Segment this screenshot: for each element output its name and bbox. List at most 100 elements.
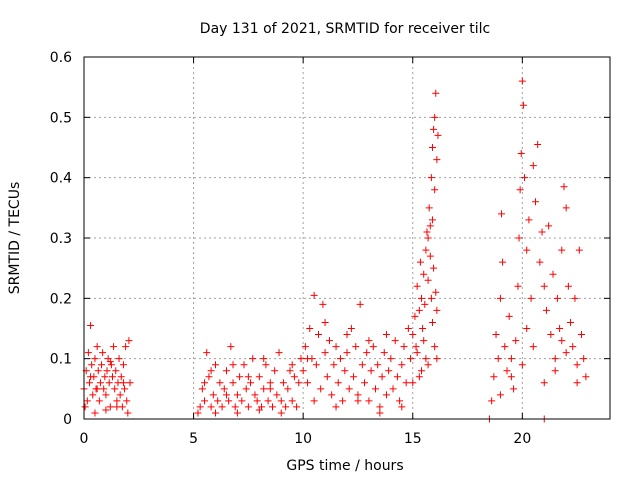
data-point <box>420 337 428 345</box>
data-point <box>102 406 110 414</box>
data-point <box>490 373 498 381</box>
data-point <box>521 174 529 182</box>
data-point <box>415 306 423 314</box>
data-point <box>427 174 435 182</box>
data-point <box>424 276 432 284</box>
data-point <box>545 222 553 230</box>
data-point <box>573 361 581 369</box>
data-point <box>101 373 109 381</box>
data-point <box>542 306 550 314</box>
data-point <box>365 337 373 345</box>
data-point <box>297 355 305 363</box>
data-point <box>301 343 309 351</box>
data-point <box>433 156 441 164</box>
data-point <box>558 337 566 345</box>
data-point <box>428 144 436 151</box>
data-point <box>430 264 438 272</box>
data-point <box>525 216 533 224</box>
data-point <box>220 385 228 393</box>
data-point <box>212 409 219 417</box>
data-point <box>306 325 314 332</box>
data-point <box>551 367 559 375</box>
data-point <box>580 355 588 363</box>
data-point <box>517 150 525 158</box>
data-point <box>582 373 590 381</box>
data-point <box>356 300 364 308</box>
data-points <box>80 77 590 423</box>
data-point <box>233 409 241 417</box>
data-point <box>515 234 523 242</box>
data-point <box>376 409 384 417</box>
data-point <box>382 331 390 339</box>
x-tick-label: 5 <box>189 431 198 447</box>
data-point <box>107 361 115 369</box>
data-point <box>111 385 119 393</box>
data-point <box>91 409 99 417</box>
data-point <box>244 403 252 411</box>
data-point <box>233 391 241 399</box>
data-point <box>216 379 224 387</box>
data-point <box>534 140 542 148</box>
data-point <box>412 343 420 351</box>
y-tick-label: 0.5 <box>50 110 72 126</box>
data-point <box>420 270 428 278</box>
data-point <box>91 355 99 363</box>
data-point <box>304 355 312 363</box>
data-point <box>325 337 333 345</box>
data-point <box>227 343 235 351</box>
data-point <box>288 397 296 405</box>
data-point <box>277 409 285 417</box>
data-point <box>260 385 268 393</box>
data-point <box>323 373 331 381</box>
data-point <box>496 391 504 399</box>
data-point <box>488 397 496 405</box>
data-point <box>113 397 121 405</box>
data-point <box>416 258 424 266</box>
data-point <box>231 403 239 411</box>
data-point <box>229 379 237 387</box>
data-point <box>290 373 298 381</box>
data-point <box>119 361 127 369</box>
data-point <box>518 77 526 85</box>
data-point <box>317 385 325 393</box>
data-point <box>100 385 108 393</box>
data-point <box>264 397 272 405</box>
data-point <box>207 367 215 375</box>
data-point <box>492 331 500 339</box>
data-point <box>98 361 106 369</box>
data-point <box>122 343 130 351</box>
data-point <box>253 397 261 405</box>
data-point <box>271 367 279 375</box>
data-point <box>501 343 509 351</box>
data-point <box>398 403 406 411</box>
data-point <box>117 373 125 381</box>
data-point <box>518 361 526 369</box>
data-point <box>400 343 408 351</box>
data-point <box>536 258 544 266</box>
data-point <box>409 379 417 387</box>
data-point <box>85 379 93 387</box>
data-point <box>553 294 561 302</box>
data-point <box>523 246 531 254</box>
data-point <box>569 343 577 351</box>
data-point <box>87 373 95 381</box>
data-point <box>321 318 329 326</box>
data-point <box>284 385 292 393</box>
data-point <box>222 367 230 375</box>
data-point <box>275 349 283 357</box>
data-point <box>343 349 351 357</box>
data-point <box>409 331 417 339</box>
data-point <box>105 379 113 387</box>
data-point <box>380 349 388 357</box>
data-point <box>382 391 390 399</box>
y-tick-label: 0.4 <box>50 171 72 187</box>
data-point <box>96 379 104 387</box>
data-point <box>112 367 120 375</box>
data-point <box>106 403 114 411</box>
axis-ticks <box>83 56 610 420</box>
data-point <box>242 385 250 393</box>
data-point <box>422 246 430 254</box>
data-point <box>266 385 274 393</box>
data-point <box>547 331 555 339</box>
